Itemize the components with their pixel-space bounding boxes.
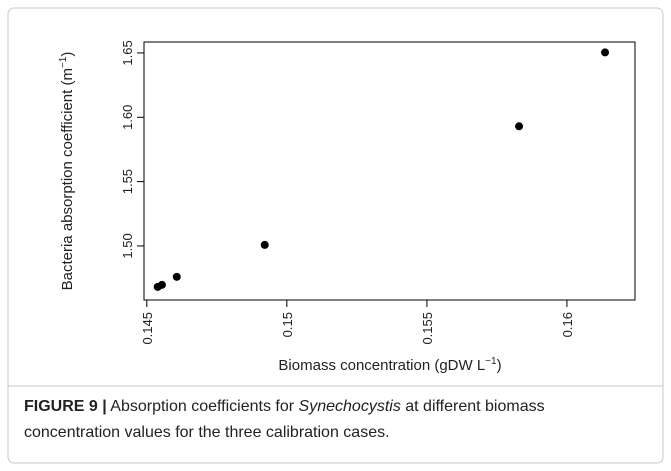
y-tick-label: 1.60: [120, 105, 135, 130]
y-tick-label: 1.55: [120, 169, 135, 194]
y-label-text: Bacteria absorption coefficient (m: [59, 68, 76, 290]
plot-box: [143, 41, 636, 301]
point: [260, 240, 269, 249]
x-label-end: ): [497, 357, 502, 374]
caption-text: Absorption coefficients for: [110, 398, 295, 415]
y-label-end: ): [59, 52, 76, 57]
y-label-sup: −1: [58, 56, 69, 68]
y-tick-label: 1.65: [120, 40, 135, 65]
point: [172, 272, 181, 281]
x-tick-label: 0.16: [560, 312, 575, 337]
caption-italic: Synechocystis: [298, 398, 401, 415]
x-label-text: Biomass concentration (gDW L: [278, 357, 485, 374]
y-axis-label: Bacteria absorption coefficient (m−1): [58, 52, 76, 291]
frame: [7, 7, 664, 464]
x-tick-label: 0.145: [140, 312, 155, 345]
caption: FIGURE 9 | Absorption coefficients for S…: [24, 394, 644, 446]
point: [601, 48, 610, 57]
x-label-sup: −1: [485, 356, 497, 367]
x-tick-label: 0.155: [420, 312, 435, 345]
y-tick-label: 1.50: [120, 233, 135, 258]
x-axis-label: Biomass concentration (gDW L−1): [278, 356, 501, 374]
x-tick-label: 0.15: [280, 312, 295, 337]
point: [157, 280, 166, 289]
point: [515, 122, 524, 131]
caption-label: FIGURE 9 |: [24, 398, 107, 415]
caption-text: at different biomass concentration value…: [24, 398, 545, 441]
